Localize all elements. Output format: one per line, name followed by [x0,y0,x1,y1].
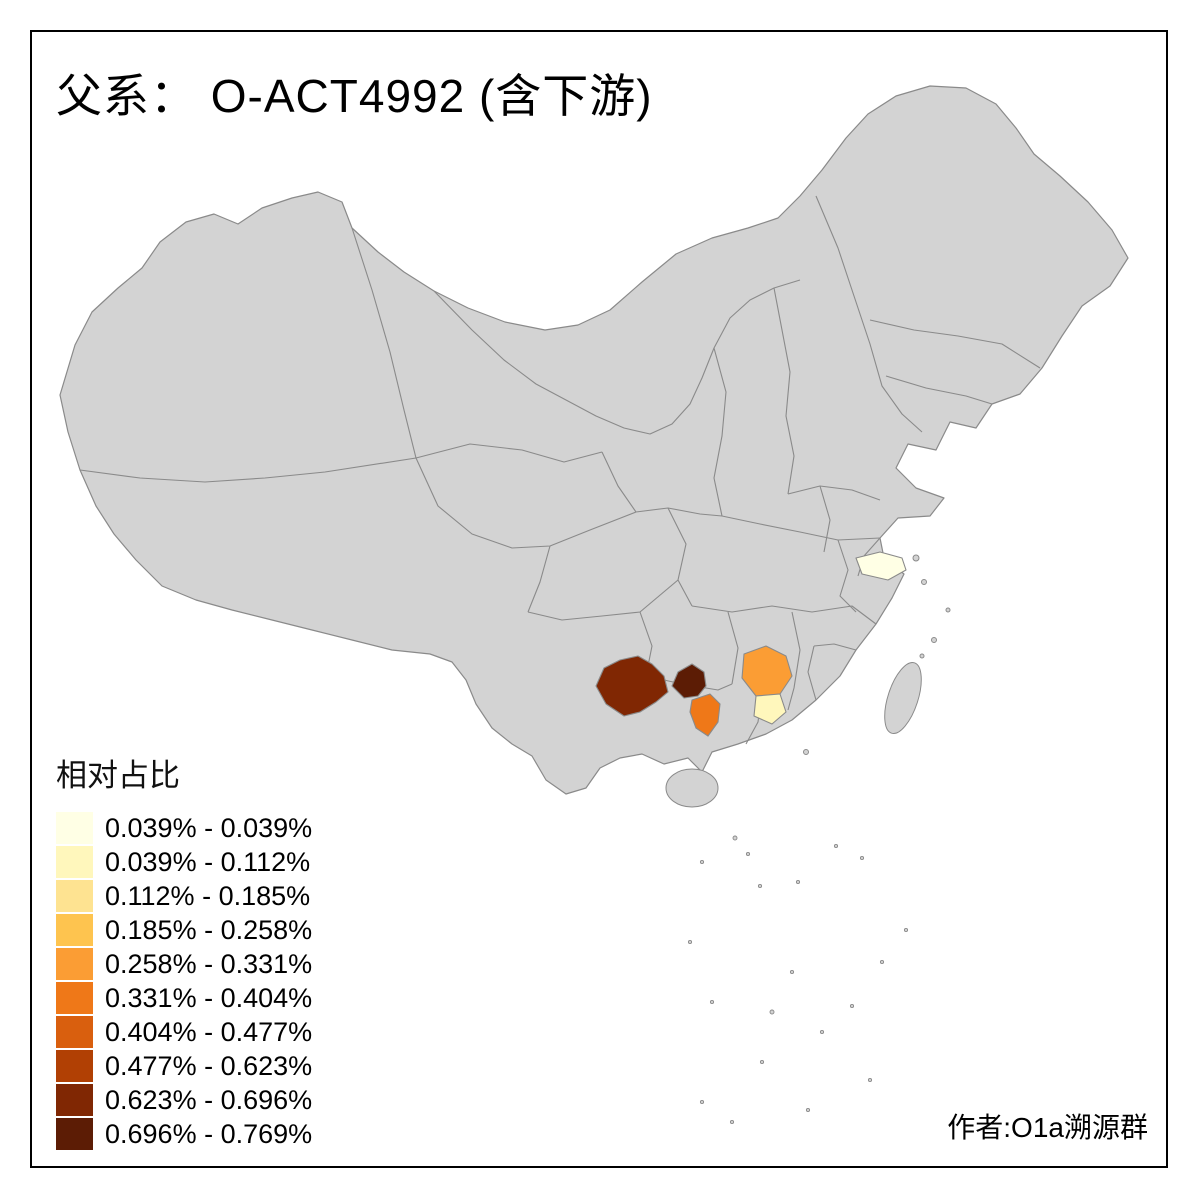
legend-swatch [56,1084,93,1116]
legend-swatch [56,948,93,980]
southwest-dark-red-region [595,655,669,717]
legend: 相对占比 0.039% - 0.039% 0.039% - 0.112% 0.1… [56,750,312,1151]
legend-item-label: 0.258% - 0.331% [105,948,313,979]
legend-swatch [56,1050,93,1082]
legend-item-label: 0.331% - 0.404% [105,982,313,1013]
legend-item: 0.258% - 0.331% [56,947,312,981]
legend-swatch [56,812,93,844]
province-borders [79,195,1041,745]
legend-item: 0.039% - 0.112% [56,845,312,879]
south-light-orange-region [741,645,793,697]
southwest-darkest-region [671,663,707,699]
legend-swatch [56,982,93,1014]
south-pale-yellow-region [753,693,787,725]
east-coast-pale-region [855,551,907,581]
legend-item: 0.331% - 0.404% [56,981,312,1015]
legend-item-label: 0.696% - 0.769% [105,1118,313,1149]
hainan-island [665,768,719,808]
legend-swatch [56,846,93,878]
legend-item-label: 0.623% - 0.696% [105,1084,313,1115]
author-credit: 作者:O1a溯源群 [947,1112,1148,1143]
legend-item: 0.623% - 0.696% [56,1083,312,1117]
legend-title: 相对占比 [56,758,180,793]
taiwan-island [884,662,922,734]
legend-item: 0.404% - 0.477% [56,1015,312,1049]
china-mainland [59,85,1129,795]
south-china-sea-islets [687,835,909,1125]
legend-item-label: 0.039% - 0.112% [105,846,311,877]
legend-item: 0.477% - 0.623% [56,1049,312,1083]
legend-item: 0.696% - 0.769% [56,1117,312,1151]
legend-item-label: 0.112% - 0.185% [105,880,311,911]
legend-item: 0.039% - 0.039% [56,811,312,845]
south-deep-orange-region [689,693,721,737]
legend-item-label: 0.404% - 0.477% [105,1016,313,1047]
legend-swatch [56,1016,93,1048]
legend-swatch [56,880,93,912]
legend-swatch [56,1118,93,1150]
legend-item: 0.185% - 0.258% [56,913,312,947]
page-title: 父系： O-ACT4992 (含下游) [56,70,653,122]
legend-item: 0.112% - 0.185% [56,879,312,913]
legend-swatch [56,914,93,946]
islands [665,554,951,808]
legend-item-label: 0.185% - 0.258% [105,914,313,945]
legend-item-label: 0.477% - 0.623% [105,1050,313,1081]
legend-item-label: 0.039% - 0.039% [105,812,313,843]
